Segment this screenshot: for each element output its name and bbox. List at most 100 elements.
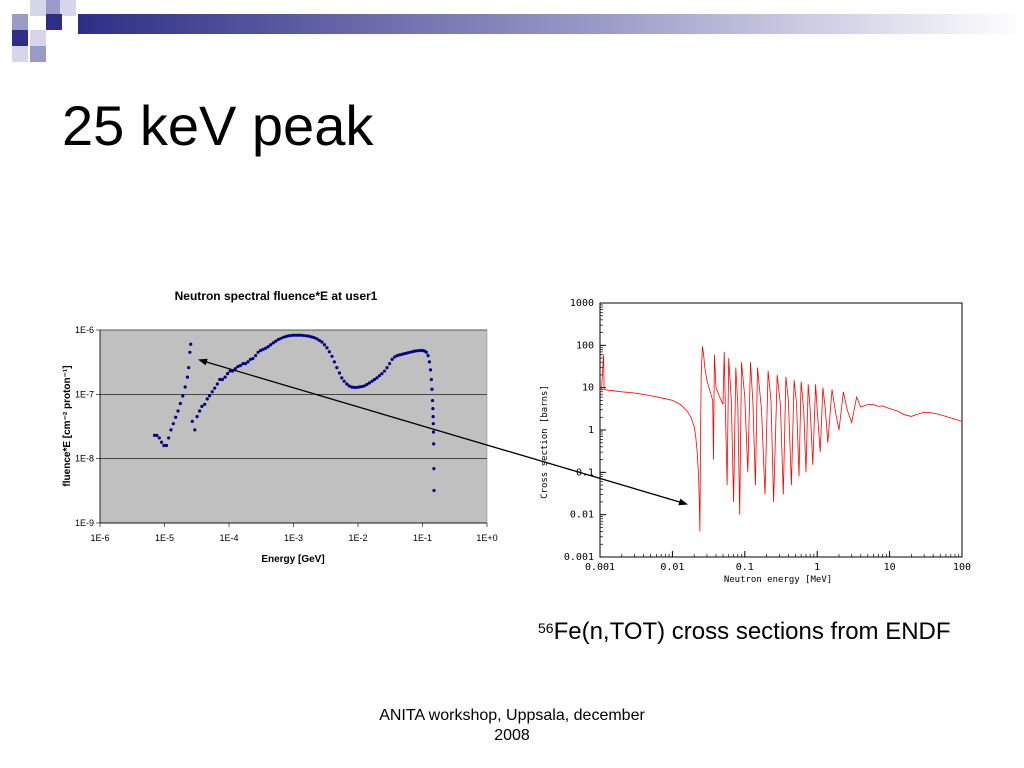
xs-y-tick-label: 10 bbox=[582, 383, 594, 394]
fluence-data-point bbox=[167, 436, 171, 440]
fluence-data-point bbox=[365, 382, 369, 387]
decor-square bbox=[12, 46, 28, 62]
xs-y-axis-label: Cross section [barns] bbox=[540, 385, 550, 499]
decor-square bbox=[12, 14, 28, 30]
fluence-x-tick-label: 1E-2 bbox=[348, 533, 367, 543]
fluence-data-point bbox=[430, 387, 434, 391]
fluence-data-point bbox=[393, 355, 397, 359]
fluence-data-point bbox=[354, 385, 359, 390]
fluence-data-point bbox=[152, 433, 157, 437]
fluence-data-point bbox=[429, 377, 433, 382]
footer-text: ANITA workshop, Uppsala, december 2008 bbox=[350, 706, 674, 746]
fluence-data-point bbox=[332, 360, 336, 364]
decor-square bbox=[30, 30, 46, 46]
fluence-data-point bbox=[337, 371, 342, 375]
xs-y-tick-label: 0.001 bbox=[564, 552, 594, 563]
fluence-data-point bbox=[430, 398, 435, 403]
slide-title: 25 keV peak bbox=[62, 94, 374, 157]
fluence-data-point bbox=[171, 422, 175, 426]
fluence-data-point bbox=[385, 366, 389, 370]
fluence-data-point bbox=[279, 336, 283, 341]
fluence-data-point bbox=[236, 364, 240, 369]
fluence-data-point bbox=[195, 415, 199, 419]
fluence-data-point bbox=[259, 348, 263, 353]
fluence-data-point bbox=[185, 375, 190, 379]
fluence-data-point bbox=[360, 384, 364, 389]
header-gradient-band bbox=[78, 14, 1024, 34]
arrowhead-end bbox=[678, 498, 688, 506]
fluence-data-point bbox=[432, 442, 436, 446]
footer-line-2: 2008 bbox=[494, 727, 530, 744]
fluence-data-point bbox=[281, 335, 285, 339]
fluence-data-point bbox=[299, 333, 303, 337]
caption-text: Fe(n,TOT) cross sections from ENDF bbox=[553, 618, 951, 645]
fluence-data-point bbox=[367, 381, 371, 385]
fluence-data-point bbox=[327, 350, 331, 354]
xs-series-line bbox=[600, 346, 963, 532]
fluence-data-point bbox=[188, 350, 192, 354]
fluence-data-point bbox=[424, 350, 429, 354]
xs-x-tick-label: 0.001 bbox=[585, 562, 615, 573]
fluence-data-point bbox=[205, 397, 209, 401]
fluence-data-point bbox=[315, 337, 319, 341]
fluence-data-point bbox=[203, 402, 207, 406]
fluence-y-tick-label: 1E-8 bbox=[75, 454, 94, 464]
fluence-data-point bbox=[190, 419, 194, 423]
fluence-data-point bbox=[362, 384, 366, 388]
fluence-data-point bbox=[408, 350, 412, 354]
fluence-data-point bbox=[432, 488, 436, 493]
xs-x-tick-label: 0.1 bbox=[736, 562, 754, 573]
fluence-y-tick-label: 1E-6 bbox=[75, 325, 94, 335]
fluence-data-point bbox=[322, 343, 327, 347]
fluence-data-point bbox=[220, 377, 224, 382]
fluence-data-point bbox=[431, 407, 435, 411]
fluence-data-point bbox=[320, 340, 324, 344]
fluence-data-point bbox=[390, 357, 394, 361]
fluence-data-point bbox=[431, 415, 435, 419]
xs-x-tick-label: 0.01 bbox=[660, 562, 684, 573]
fluence-x-tick-label: 1E-5 bbox=[155, 533, 174, 543]
fluence-data-point bbox=[193, 428, 197, 432]
fluence-data-point bbox=[410, 350, 414, 354]
fluence-data-point bbox=[380, 372, 384, 376]
fluence-data-point bbox=[241, 362, 245, 366]
fluence-data-point bbox=[256, 350, 260, 354]
fluence-data-point bbox=[159, 440, 164, 444]
cross-section-caption: 56Fe(n,TOT) cross sections from ENDF bbox=[538, 618, 951, 646]
fluence-data-point bbox=[197, 409, 202, 413]
fluence-data-point bbox=[388, 362, 392, 366]
fluence-data-point bbox=[382, 369, 387, 373]
fluence-data-point bbox=[302, 333, 306, 338]
fluence-x-axis-label: Energy [GeV] bbox=[261, 554, 324, 565]
fluence-data-point bbox=[233, 367, 237, 371]
isotope-mass-number: 56 bbox=[538, 620, 554, 636]
fluence-x-tick-label: 1E-3 bbox=[284, 533, 303, 543]
fluence-x-tick-label: 1E-6 bbox=[90, 533, 109, 543]
fluence-data-point bbox=[223, 375, 227, 379]
fluence-data-point bbox=[207, 394, 212, 398]
fluence-data-point bbox=[261, 347, 265, 351]
fluence-data-point bbox=[183, 385, 187, 389]
fluence-data-point bbox=[164, 443, 168, 448]
fluence-data-point bbox=[155, 433, 159, 437]
fluence-data-point bbox=[169, 428, 173, 432]
fluence-data-point bbox=[330, 354, 334, 358]
fluence-data-point bbox=[200, 404, 204, 408]
fluence-data-point bbox=[370, 379, 374, 383]
fluence-data-point bbox=[432, 467, 436, 471]
fluence-data-point bbox=[162, 443, 166, 448]
fluence-data-point bbox=[317, 338, 321, 342]
xs-y-tick-label: 100 bbox=[576, 340, 594, 351]
fluence-data-point bbox=[253, 354, 258, 358]
fluence-data-point bbox=[215, 382, 219, 386]
xs-y-tick-label: 1 bbox=[588, 425, 594, 436]
fluence-data-point bbox=[372, 377, 377, 382]
fluence-data-point bbox=[269, 343, 273, 347]
fluence-data-point bbox=[307, 334, 311, 338]
footer-line-1: ANITA workshop, Uppsala, december bbox=[379, 707, 645, 724]
xs-y-tick-label: 1000 bbox=[570, 298, 594, 309]
fluence-data-point bbox=[403, 351, 407, 356]
fluence-data-point bbox=[405, 351, 409, 355]
fluence-data-point bbox=[274, 339, 278, 343]
fluence-data-point bbox=[225, 372, 230, 376]
